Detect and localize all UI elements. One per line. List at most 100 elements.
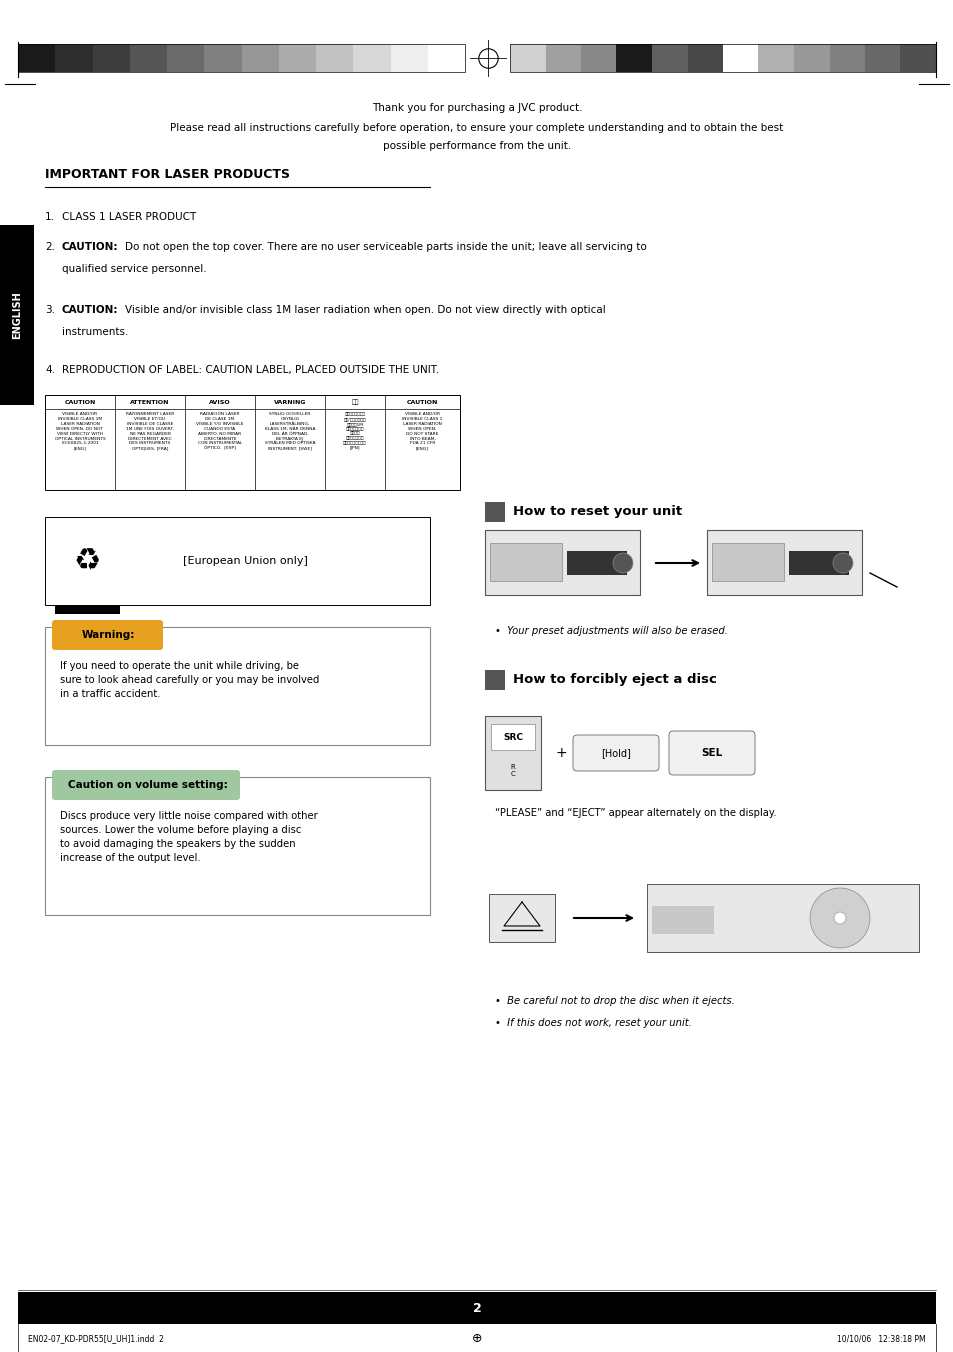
Bar	[788, 552, 848, 575]
Bar	[0, 224, 34, 406]
Text: “PLEASE” and “EJECT” appear alternately on the display.: “PLEASE” and “EJECT” appear alternately …	[495, 808, 776, 818]
Text: CAUTION: CAUTION	[406, 399, 437, 404]
Text: 2.: 2.	[45, 242, 55, 251]
Circle shape	[832, 553, 852, 573]
Bar	[55, 604, 120, 614]
Text: SYNLIG OCH/ELLER
OSYNLIG
LASERSTRÅLNING,
KLASS 1M, NÄR DENNA
DEL ÄR ÖPPNAD,
BETR: SYNLIG OCH/ELLER OSYNLIG LASERSTRÅLNING,…	[265, 412, 314, 450]
Text: Please read all instructions carefully before operation, to ensure your complete: Please read all instructions carefully b…	[171, 123, 782, 132]
Bar	[484, 502, 504, 522]
FancyBboxPatch shape	[52, 771, 240, 800]
Text: Do not open the top cover. There are no user serviceable parts inside the unit; : Do not open the top cover. There are no …	[125, 242, 646, 251]
Text: 注意: 注意	[351, 399, 358, 404]
Text: How to reset your unit: How to reset your unit	[513, 506, 681, 519]
Text: VARNING: VARNING	[274, 399, 306, 404]
Bar	[651, 906, 713, 934]
Text: [Hold]: [Hold]	[600, 748, 630, 758]
Bar	[278, 45, 315, 72]
Bar	[706, 530, 862, 595]
Bar	[45, 516, 430, 604]
Text: ここを開くと可視
及び/または不可視
のクラス1M
レーザー放射が
出ます。
光学機器で直接
見ないでください。
[JPN]: ここを開くと可視 及び/または不可視 のクラス1M レーザー放射が 出ます。 光…	[343, 412, 366, 450]
Text: CLASS 1 LASER PRODUCT: CLASS 1 LASER PRODUCT	[62, 212, 196, 222]
Text: AVISO: AVISO	[209, 399, 231, 404]
Circle shape	[809, 888, 869, 948]
Text: RADIACIÓN LÁSER
DE CLASE 1M
VISIBLE Y/O INVISIBLE
CUANDO ESTA
ABIERTO. NO MIRAR
: RADIACIÓN LÁSER DE CLASE 1M VISIBLE Y/O …	[196, 412, 244, 450]
Text: CAUTION:: CAUTION:	[62, 306, 118, 315]
Text: instruments.: instruments.	[62, 327, 129, 337]
Bar	[484, 530, 639, 595]
Bar	[616, 45, 651, 72]
Bar	[545, 45, 580, 72]
Text: IMPORTANT FOR LASER PRODUCTS: IMPORTANT FOR LASER PRODUCTS	[45, 169, 290, 181]
Bar	[510, 45, 935, 72]
Text: ⊕: ⊕	[471, 1333, 482, 1345]
Bar	[45, 395, 459, 489]
Text: CAUTION:: CAUTION:	[62, 242, 118, 251]
Bar	[353, 45, 390, 72]
Bar	[489, 894, 555, 942]
Bar	[864, 45, 900, 72]
Text: RAYONNEMENT LASER
VISIBLE ET/OU
INVISIBLE DE CLASSE
1M UNE FOIS OUVERT.
NE PAS R: RAYONNEMENT LASER VISIBLE ET/OU INVISIBL…	[126, 412, 174, 450]
FancyBboxPatch shape	[52, 621, 163, 650]
Text: How to forcibly eject a disc: How to forcibly eject a disc	[513, 673, 716, 687]
Text: Discs produce very little noise compared with other
sources. Lower the volume be: Discs produce very little noise compared…	[60, 811, 317, 863]
Text: possible performance from the unit.: possible performance from the unit.	[382, 141, 571, 151]
Bar	[651, 45, 687, 72]
Bar	[18, 45, 464, 72]
Bar	[18, 45, 55, 72]
Bar	[722, 45, 758, 72]
Circle shape	[613, 553, 633, 573]
FancyBboxPatch shape	[668, 731, 754, 775]
Text: CAUTION: CAUTION	[64, 399, 95, 404]
Text: Visible and/or invisible class 1M laser radiation when open. Do not view directl: Visible and/or invisible class 1M laser …	[125, 306, 605, 315]
Text: +: +	[555, 746, 566, 760]
Text: 10/10/06   12:38:18 PM: 10/10/06 12:38:18 PM	[837, 1334, 925, 1344]
Text: ENGLISH: ENGLISH	[12, 291, 22, 339]
Text: VISIBLE AND/OR
INVISIBLE CLASS 1M
LASER RADIATION
WHEN OPEN. DO NOT
VIEW DIRECTL: VISIBLE AND/OR INVISIBLE CLASS 1M LASER …	[54, 412, 105, 450]
Bar	[491, 725, 535, 750]
Text: •  If this does not work, reset your unit.: • If this does not work, reset your unit…	[495, 1018, 691, 1028]
Text: If you need to operate the unit while driving, be
sure to look ahead carefully o: If you need to operate the unit while dr…	[60, 661, 319, 699]
Bar	[711, 544, 783, 581]
Bar	[646, 884, 918, 952]
Text: REPRODUCTION OF LABEL: CAUTION LABEL, PLACED OUTSIDE THE UNIT.: REPRODUCTION OF LABEL: CAUTION LABEL, PL…	[62, 365, 438, 375]
Bar	[92, 45, 130, 72]
Text: R
C: R C	[510, 764, 515, 776]
Bar	[510, 45, 545, 72]
Bar	[900, 45, 935, 72]
Text: EN02-07_KD-PDR55[U_UH]1.indd  2: EN02-07_KD-PDR55[U_UH]1.indd 2	[28, 1334, 164, 1344]
Text: 4.: 4.	[45, 365, 55, 375]
Text: 3.: 3.	[45, 306, 55, 315]
Bar	[55, 45, 92, 72]
Bar	[758, 45, 793, 72]
Bar	[390, 45, 427, 72]
Bar	[566, 552, 626, 575]
Text: Thank you for purchasing a JVC product.: Thank you for purchasing a JVC product.	[372, 103, 581, 114]
Bar	[490, 544, 561, 581]
Bar	[130, 45, 167, 72]
Text: •  Your preset adjustments will also be erased.: • Your preset adjustments will also be e…	[495, 626, 727, 635]
FancyBboxPatch shape	[573, 735, 659, 771]
Text: [European Union only]: [European Union only]	[182, 556, 307, 566]
Bar	[167, 45, 204, 72]
Bar	[45, 777, 430, 915]
Circle shape	[833, 913, 845, 923]
Bar	[204, 45, 241, 72]
Bar	[427, 45, 464, 72]
Text: 2: 2	[472, 1302, 481, 1314]
Text: SEL: SEL	[700, 748, 721, 758]
Text: Warning:: Warning:	[81, 630, 134, 639]
Text: 1.: 1.	[45, 212, 55, 222]
Text: ATTENTION: ATTENTION	[131, 399, 170, 404]
Text: •  Be careful not to drop the disc when it ejects.: • Be careful not to drop the disc when i…	[495, 996, 734, 1006]
Bar	[484, 717, 540, 790]
Bar	[687, 45, 722, 72]
Text: SRC: SRC	[502, 733, 522, 741]
Text: Caution on volume setting:: Caution on volume setting:	[68, 780, 228, 790]
Bar	[828, 45, 864, 72]
Bar	[45, 627, 430, 745]
Text: qualified service personnel.: qualified service personnel.	[62, 264, 207, 274]
Bar	[484, 671, 504, 690]
Bar	[580, 45, 616, 72]
Text: VISIBLE AND/OR
INVISIBLE CLASS 1
LASER RADIATION
WHEN OPEN,
DO NOT STARE
INTO BE: VISIBLE AND/OR INVISIBLE CLASS 1 LASER R…	[402, 412, 442, 450]
Bar	[315, 45, 353, 72]
